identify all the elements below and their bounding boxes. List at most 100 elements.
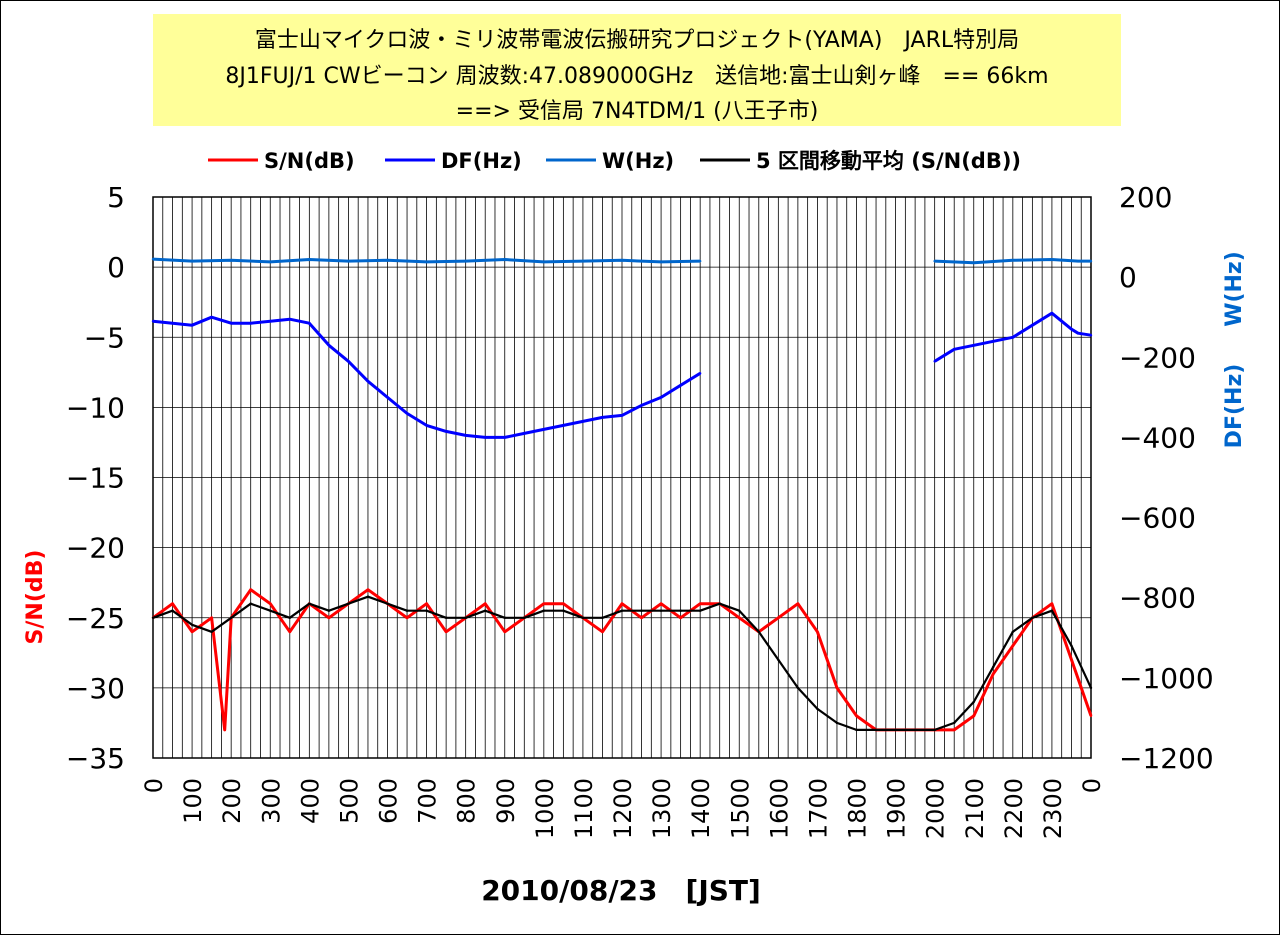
data-point xyxy=(972,700,975,704)
x-tick-label: 400 xyxy=(296,778,324,824)
data-point xyxy=(327,616,331,619)
data-point xyxy=(894,728,897,732)
data-point xyxy=(210,316,213,319)
y-left-tick-label: 5 xyxy=(107,181,125,214)
y-left-axis-label: S/N(dB) xyxy=(23,550,48,645)
data-point xyxy=(464,434,467,437)
data-point xyxy=(777,616,780,619)
x-tick-label: 2200 xyxy=(1000,778,1028,839)
data-point xyxy=(223,728,226,732)
data-point xyxy=(523,616,526,619)
y-left-tick-label: −5 xyxy=(84,321,125,354)
y-right-tick-label: −1200 xyxy=(1119,742,1214,775)
data-point xyxy=(933,728,936,732)
data-point xyxy=(288,318,291,321)
data-point xyxy=(190,630,194,633)
data-point xyxy=(425,602,428,605)
x-tick-label: 2000 xyxy=(922,778,950,839)
x-tick-label: 2100 xyxy=(961,778,989,839)
data-point xyxy=(542,609,546,612)
y-right-tick-label: −200 xyxy=(1119,341,1196,374)
chart-title-line-3: ==> 受信局 7N4TDM/1 (八王子市) xyxy=(455,99,819,124)
data-point xyxy=(386,259,389,262)
data-point xyxy=(562,602,565,605)
data-point xyxy=(620,259,624,262)
x-tick-label: 700 xyxy=(414,778,442,824)
data-point xyxy=(698,602,702,605)
data-point xyxy=(542,428,546,431)
data-point xyxy=(405,609,409,612)
data-point xyxy=(581,616,585,619)
data-point xyxy=(269,609,272,612)
data-point xyxy=(503,258,506,261)
data-point xyxy=(171,602,174,605)
data-point xyxy=(640,616,643,619)
data-point xyxy=(777,658,780,662)
data-point xyxy=(425,609,428,612)
data-point xyxy=(1050,312,1054,315)
y-left-tick-label: −30 xyxy=(66,672,125,705)
data-point xyxy=(581,259,585,263)
data-point xyxy=(972,261,975,264)
x-tick-label: 200 xyxy=(218,778,246,824)
data-point xyxy=(464,616,467,619)
data-point xyxy=(601,630,604,633)
y-right-tick-label: −800 xyxy=(1119,582,1196,615)
data-point xyxy=(308,602,311,605)
data-point xyxy=(1070,644,1073,647)
data-point xyxy=(659,396,663,399)
data-point xyxy=(347,259,350,263)
legend-label: S/N(dB) xyxy=(264,149,355,173)
chart-title-line-1: 富士山マイクロ波・ミリ波帯電波伝搬研究プロジェクト(YAMA) JARL特別局 xyxy=(254,28,1020,53)
data-point xyxy=(581,420,585,423)
data-point xyxy=(386,602,389,605)
y-left-tick-label: 0 xyxy=(107,251,125,284)
data-point xyxy=(503,616,506,619)
data-point xyxy=(1011,630,1015,633)
data-point xyxy=(269,602,272,605)
data-point xyxy=(972,714,975,718)
data-point xyxy=(601,616,604,619)
data-point xyxy=(698,609,702,612)
x-tick-label: 1100 xyxy=(570,778,598,839)
x-tick-label: 300 xyxy=(257,778,285,824)
data-point xyxy=(1076,332,1080,335)
data-point xyxy=(933,360,936,363)
chart-title-line-2: 8J1FUJ/1 CWビーコン 周波数:47.089000GHz 送信地:富士山… xyxy=(225,64,1049,89)
data-point xyxy=(933,259,936,263)
data-point xyxy=(269,260,272,264)
data-point xyxy=(679,384,682,387)
data-point xyxy=(816,707,819,711)
x-tick-label: 1700 xyxy=(804,778,832,839)
data-point xyxy=(542,602,546,605)
data-point xyxy=(366,595,370,598)
data-point xyxy=(1031,324,1034,327)
data-point xyxy=(444,630,448,633)
data-point xyxy=(1050,609,1054,612)
x-tick-label: 500 xyxy=(335,778,363,824)
data-point xyxy=(288,630,291,633)
x-tick-label: 0 xyxy=(140,778,168,793)
data-point xyxy=(698,372,702,375)
data-point xyxy=(992,672,995,676)
data-point xyxy=(405,616,409,619)
data-point xyxy=(151,616,155,619)
x-tick-label: 1200 xyxy=(609,778,637,839)
data-point xyxy=(1011,644,1015,647)
data-point xyxy=(425,260,428,264)
data-point xyxy=(620,609,624,612)
data-point xyxy=(698,259,702,263)
y-left-tick-label: −10 xyxy=(66,391,125,424)
data-point xyxy=(484,602,487,605)
data-point xyxy=(562,609,565,612)
data-point xyxy=(249,588,252,591)
data-point xyxy=(229,322,233,325)
data-point xyxy=(151,257,155,261)
data-point xyxy=(484,436,487,439)
data-point xyxy=(288,616,291,619)
y-right-tick-label: −400 xyxy=(1119,421,1196,454)
data-point xyxy=(190,623,194,626)
data-point xyxy=(308,322,311,325)
legend-label: DF(Hz) xyxy=(441,149,522,173)
data-point xyxy=(327,344,331,347)
